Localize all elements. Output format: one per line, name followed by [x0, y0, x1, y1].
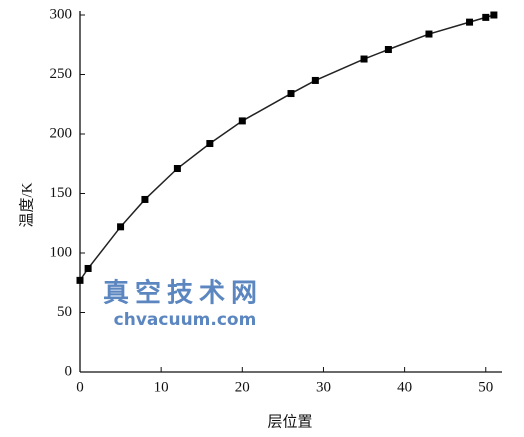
data-point [490, 11, 498, 19]
x-tick-label: 50 [478, 379, 493, 395]
y-tick-label: 50 [57, 304, 72, 320]
y-tick-label: 150 [50, 185, 73, 201]
x-axis-label: 层位置 [267, 413, 312, 430]
x-tick-label: 40 [397, 379, 412, 395]
data-point [360, 55, 368, 63]
data-point [466, 18, 474, 26]
watermark: chvacuum.com [114, 310, 257, 330]
data-point [76, 276, 84, 284]
data-point [287, 90, 295, 98]
data-point [141, 195, 149, 203]
data-point [311, 76, 319, 84]
y-tick-label: 300 [50, 6, 73, 22]
y-axis-label: 温度/K [18, 182, 35, 227]
y-tick-label: 100 [50, 244, 73, 260]
x-tick-label: 20 [235, 379, 250, 395]
data-point [84, 264, 92, 272]
data-point [482, 13, 490, 21]
data-point [238, 117, 246, 125]
data-line [79, 14, 495, 281]
x-tick-label: 10 [154, 379, 169, 395]
x-tick-label: 0 [76, 379, 84, 395]
y-tick-label: 250 [50, 66, 73, 82]
data-point [173, 165, 181, 173]
data-point [425, 30, 433, 38]
watermark: 真空技术网 [103, 278, 263, 309]
x-tick-label: 30 [316, 379, 331, 395]
y-tick-label: 0 [65, 363, 73, 379]
y-tick-label: 200 [50, 125, 73, 141]
data-point [206, 140, 214, 148]
data-point [384, 46, 392, 54]
data-point [117, 223, 125, 231]
